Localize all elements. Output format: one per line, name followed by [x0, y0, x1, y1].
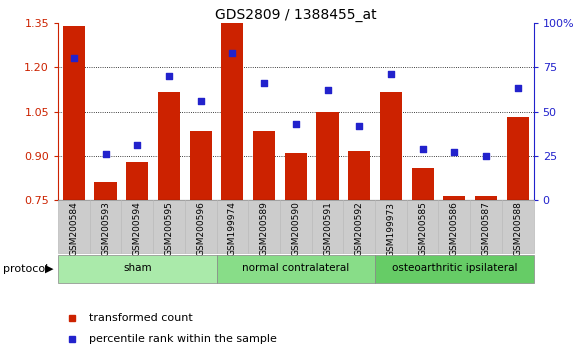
Bar	[502, 200, 534, 253]
Bar	[285, 153, 307, 200]
Text: GSM200588: GSM200588	[513, 202, 522, 257]
Bar	[343, 200, 375, 253]
Text: transformed count: transformed count	[89, 313, 193, 323]
Bar	[443, 195, 465, 200]
Point	[513, 86, 523, 91]
Bar	[153, 200, 185, 253]
Text: GSM200593: GSM200593	[101, 202, 110, 257]
Title: GDS2809 / 1388455_at: GDS2809 / 1388455_at	[215, 8, 376, 22]
Bar	[90, 200, 121, 253]
Point	[450, 149, 459, 155]
Text: sham: sham	[123, 263, 151, 273]
Point	[259, 80, 269, 86]
Point	[228, 50, 237, 56]
Text: osteoarthritic ipsilateral: osteoarthritic ipsilateral	[392, 263, 517, 273]
Text: percentile rank within the sample: percentile rank within the sample	[89, 334, 277, 344]
Point	[133, 142, 142, 148]
Bar	[412, 167, 434, 200]
Point	[164, 73, 173, 79]
Text: GSM200584: GSM200584	[70, 202, 78, 256]
Point	[196, 98, 205, 104]
Text: GSM200591: GSM200591	[323, 202, 332, 257]
Bar	[507, 118, 529, 200]
Point	[386, 72, 396, 77]
Bar	[216, 200, 248, 253]
Text: GSM200594: GSM200594	[133, 202, 142, 256]
Point	[69, 56, 78, 61]
Text: GSM200585: GSM200585	[418, 202, 427, 257]
Point	[481, 153, 491, 159]
Bar	[253, 131, 275, 200]
Bar	[222, 22, 244, 200]
Point	[354, 123, 364, 129]
Text: GSM199974: GSM199974	[228, 202, 237, 257]
Bar	[63, 26, 85, 200]
Bar	[407, 200, 438, 253]
Point	[291, 121, 300, 127]
Point	[418, 146, 427, 152]
Bar	[475, 196, 497, 200]
Bar	[121, 200, 153, 253]
Bar	[280, 200, 311, 253]
Bar	[58, 200, 90, 253]
Point	[323, 87, 332, 93]
Point	[101, 151, 110, 157]
Text: GSM200592: GSM200592	[355, 202, 364, 256]
Text: GSM199973: GSM199973	[386, 202, 396, 257]
Text: normal contralateral: normal contralateral	[242, 263, 349, 273]
Bar	[185, 200, 216, 253]
Text: GSM200590: GSM200590	[291, 202, 300, 257]
Bar	[248, 200, 280, 253]
Bar	[190, 131, 212, 200]
Bar	[470, 200, 502, 253]
Text: protocol: protocol	[3, 264, 48, 274]
Bar	[380, 92, 402, 200]
Bar	[375, 255, 534, 283]
Bar	[438, 200, 470, 253]
Text: GSM200587: GSM200587	[481, 202, 491, 257]
Bar	[126, 162, 148, 200]
Text: GSM200586: GSM200586	[450, 202, 459, 257]
Text: GSM200589: GSM200589	[260, 202, 269, 257]
Bar	[317, 112, 339, 200]
Bar	[158, 92, 180, 200]
Text: ▶: ▶	[45, 264, 53, 274]
Bar	[348, 152, 370, 200]
Bar	[95, 182, 117, 200]
Bar	[216, 255, 375, 283]
Bar	[58, 255, 216, 283]
Text: GSM200595: GSM200595	[165, 202, 173, 257]
Bar	[375, 200, 407, 253]
Text: GSM200596: GSM200596	[196, 202, 205, 257]
Bar	[311, 200, 343, 253]
